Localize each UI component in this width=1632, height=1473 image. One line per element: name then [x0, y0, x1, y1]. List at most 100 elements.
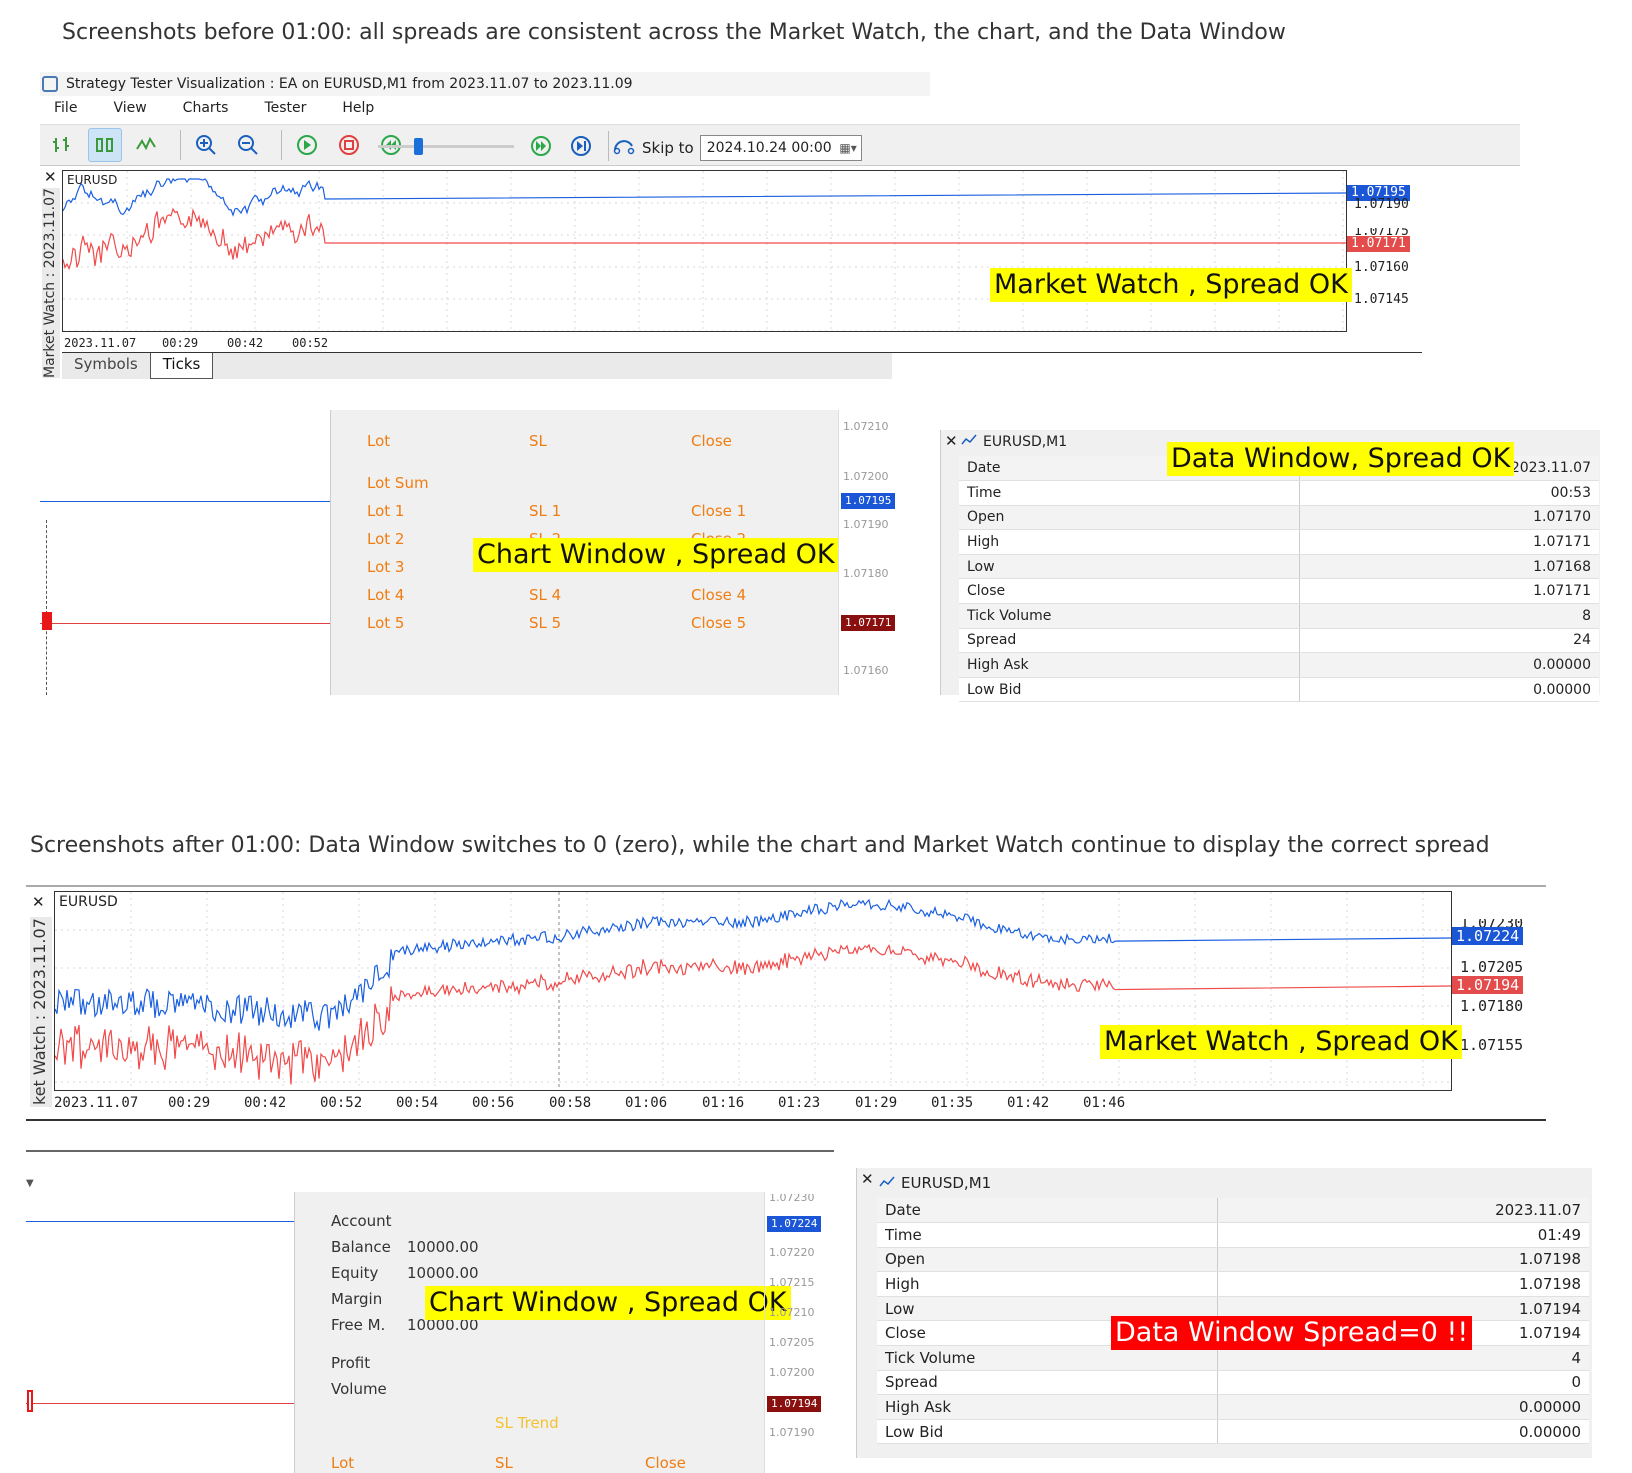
- chart-line-icon: [879, 1174, 895, 1192]
- close-icon[interactable]: ✕: [945, 432, 958, 450]
- panel-label: SL 5: [529, 614, 562, 632]
- step-icon[interactable]: [564, 129, 598, 163]
- time-label: 01:35: [931, 1095, 974, 1111]
- bid-line: [40, 623, 330, 624]
- close-icon[interactable]: ✕: [44, 168, 57, 186]
- time-label: 00:56: [472, 1095, 515, 1111]
- stop-icon[interactable]: [332, 128, 366, 162]
- table-row: Tick Volume 8: [959, 603, 1599, 629]
- row-value: 2023.11.07: [1217, 1198, 1589, 1224]
- scale-label: 1.07230: [769, 1194, 815, 1202]
- menu-help[interactable]: Help: [342, 100, 375, 116]
- ask-series-line: [63, 178, 1346, 217]
- line-chart-icon[interactable]: [130, 128, 164, 162]
- price-label: 1.07160: [1354, 260, 1409, 275]
- row-key: High: [877, 1271, 1218, 1297]
- ask-price-tag: 1.07224: [1452, 927, 1524, 945]
- market-watch-tabs: Symbols Ticks: [62, 353, 892, 379]
- bid-price-tag: 1.07171: [1347, 236, 1410, 252]
- skip-to-group: Skip to 2024.10.24 00:00 ▦▾: [612, 135, 862, 161]
- speed-slider[interactable]: [378, 138, 514, 155]
- row-value: 8: [1299, 603, 1599, 629]
- row-key: High Ask: [877, 1394, 1218, 1420]
- row-value: 1.07198: [1217, 1271, 1589, 1297]
- bottom-col-lot: Lot: [331, 1454, 355, 1472]
- app-icon: [42, 76, 58, 92]
- scale-label: 1.07190: [843, 518, 889, 531]
- close-icon[interactable]: ✕: [32, 893, 45, 911]
- table-row: Time 01:49: [877, 1222, 1589, 1248]
- data-window-callout: Data Window, Spread OK: [1167, 442, 1515, 476]
- market-watch-side-tab[interactable]: ket Watch : 2023.11.07: [30, 917, 52, 1107]
- calendar-dropdown-icon[interactable]: ▦▾: [839, 141, 857, 155]
- tab-symbols[interactable]: Symbols: [74, 355, 138, 373]
- time-label: 01:06: [625, 1095, 668, 1111]
- panel-label: Close 4: [691, 586, 747, 604]
- row-value: 0: [1217, 1370, 1589, 1396]
- menu-view[interactable]: View: [113, 100, 147, 116]
- chart-window-after: ▼ Account Balance 10000.00 Equity 10000.00 Ma…: [26, 1150, 834, 1473]
- bar-chart-icon[interactable]: [46, 128, 80, 162]
- table-row: Low Bid 0.00000: [877, 1419, 1589, 1445]
- table-row: Low Bid 0.00000: [959, 677, 1599, 703]
- candle: [42, 612, 52, 630]
- scale-label: 1.07215: [769, 1276, 815, 1289]
- candle: [27, 1390, 33, 1412]
- table-row: Time 00:53: [959, 480, 1599, 506]
- scale-label: 1.07160: [843, 664, 889, 677]
- sl-trend-label[interactable]: SL Trend: [495, 1414, 559, 1432]
- ask-series-line: [55, 898, 1451, 1031]
- zoom-in-icon[interactable]: [189, 128, 223, 162]
- time-axis: 2023.11.07 00:29 00:42 00:52 00:54 00:56 00:58…: [54, 1095, 1452, 1115]
- account-label: Equity: [331, 1264, 379, 1282]
- close-icon[interactable]: ✕: [861, 1170, 874, 1188]
- scale-label: 1.07200: [843, 470, 889, 483]
- time-label: 2023.11.07: [64, 336, 137, 350]
- candlestick-icon[interactable]: [88, 128, 122, 162]
- account-label: Free M.: [331, 1316, 386, 1334]
- table-row: Spread 0: [877, 1370, 1589, 1396]
- market-watch-side-tab[interactable]: Market Watch : 2023.11.07: [42, 188, 60, 378]
- play-icon[interactable]: [290, 128, 324, 162]
- ask-price-tag: 1.07224: [767, 1216, 822, 1232]
- panel-label: Lot 3: [367, 558, 405, 576]
- row-key: Low Bid: [959, 677, 1300, 703]
- account-label: Account: [331, 1212, 392, 1230]
- row-key: Low: [959, 554, 1300, 580]
- collapse-arrow-icon[interactable]: ▼: [26, 1178, 34, 1189]
- chart-window-before: Lot Lot Sum Lot 1 Lot 2 Lot 3 Lot 4 Lot 5 SL SL…: [40, 410, 896, 695]
- chart-symbol: EURUSD: [67, 173, 118, 187]
- fast-forward-icon[interactable]: [524, 129, 558, 163]
- skip-icon: [612, 136, 636, 160]
- ask-line: [40, 501, 330, 502]
- market-watch-price-lines: [63, 171, 1346, 331]
- skip-date-input[interactable]: 2024.10.24 00:00 ▦▾: [699, 135, 862, 161]
- panel-label: SL 4: [529, 586, 562, 604]
- table-row: High 1.07198: [877, 1271, 1589, 1297]
- account-value: 10000.00: [407, 1238, 479, 1256]
- speed-slider-handle[interactable]: [414, 138, 423, 155]
- time-label: 01:23: [778, 1095, 821, 1111]
- panel-label: Lot 5: [367, 614, 405, 632]
- market-watch-after: ✕ ket Watch : 2023.11.07 EURUSD 1.07230 …: [26, 885, 1546, 1135]
- row-key: Tick Volume: [959, 603, 1300, 629]
- scale-label: 1.07205: [769, 1336, 815, 1349]
- row-key: Low Bid: [877, 1419, 1218, 1445]
- menu-file[interactable]: File: [54, 100, 78, 116]
- row-value: 0.00000: [1299, 652, 1599, 678]
- skip-to-label: Skip to: [642, 139, 694, 157]
- zoom-out-icon[interactable]: [231, 128, 265, 162]
- time-label: 01:46: [1083, 1095, 1126, 1111]
- time-label: 00:29: [162, 336, 199, 350]
- heading-after: Screenshots after 01:00: Data Window swi…: [30, 833, 1490, 858]
- panel-label: Lot 1: [367, 502, 405, 520]
- price-label: 1.07230: [1460, 919, 1524, 928]
- chart-window-callout: Chart Window , Spread OK: [425, 1286, 791, 1320]
- time-label: 00:29: [168, 1095, 211, 1111]
- bid-series-line: [55, 943, 1451, 1085]
- menu-bar: File View Charts Tester Help: [54, 100, 410, 116]
- menu-charts[interactable]: Charts: [182, 100, 229, 116]
- menu-tester[interactable]: Tester: [264, 100, 307, 116]
- market-watch-chart: EURUSD: [62, 170, 1347, 332]
- tab-ticks[interactable]: Ticks: [149, 353, 214, 379]
